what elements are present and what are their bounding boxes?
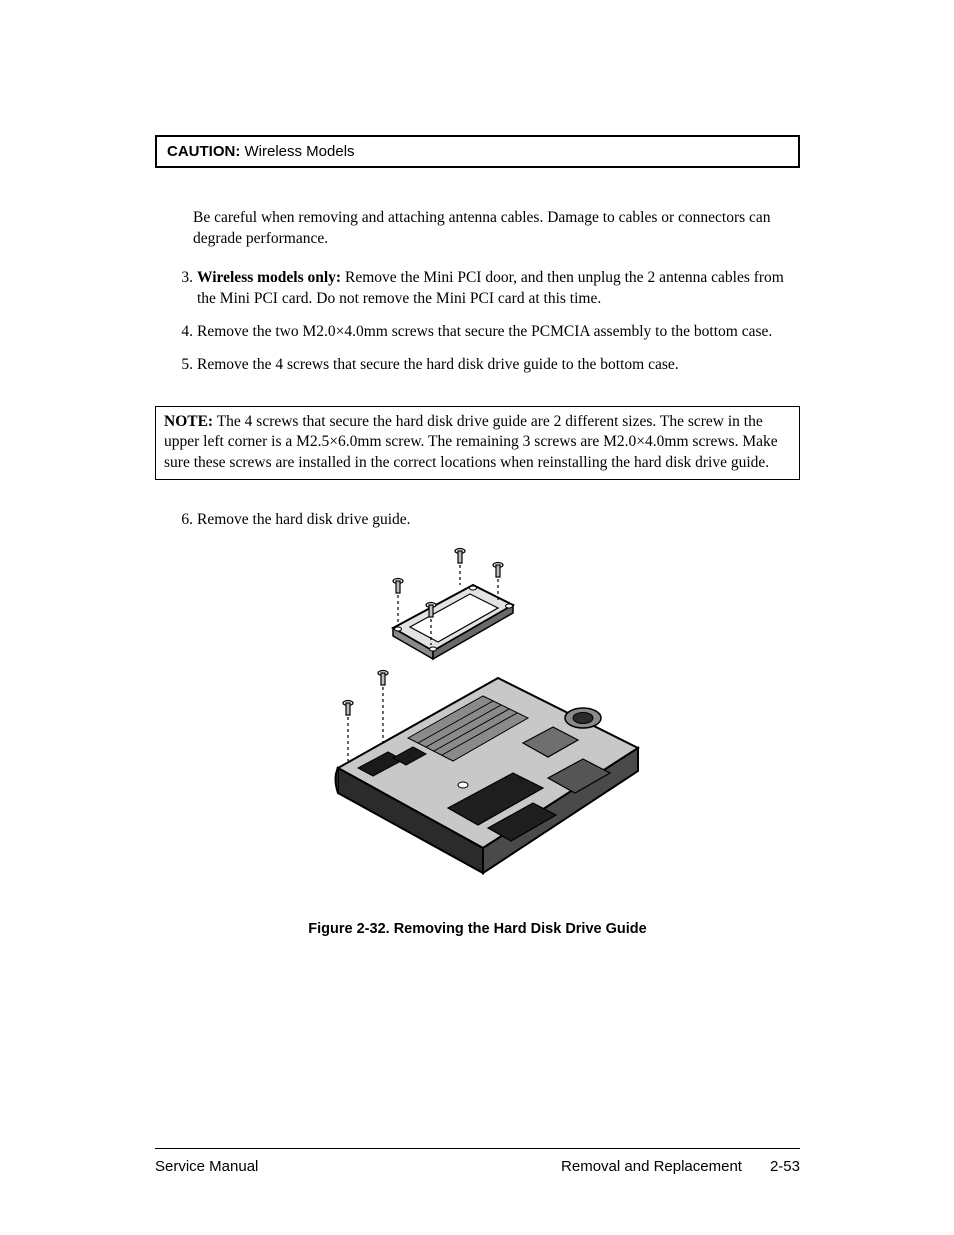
caution-label: CAUTION: [167,143,240,160]
intro-paragraph: Be careful when removing and attaching a… [193,208,800,250]
caution-title: Wireless Models [245,143,355,160]
figure-caption: Figure 2-32. Removing the Hard Disk Driv… [155,921,800,937]
ordered-steps-2: 6. Remove the hard disk drive guide. [175,510,800,531]
diagram-hdd-guide [298,543,658,903]
step5-text: Remove the 4 screws that secure the hard… [197,355,800,376]
note-box: NOTE: The 4 screws that secure the hard … [155,406,800,481]
list-item: 3. Wireless models only: Remove the Mini… [175,268,800,310]
page-footer: Service Manual Removal and Replacement 2… [155,1158,800,1175]
footer-section: Removal and Replacement [561,1158,742,1175]
step-number: 6. [175,510,193,531]
ordered-steps: 3. Wireless models only: Remove the Mini… [175,268,800,376]
step4-text: Remove the two M2.0×4.0mm screws that se… [197,322,800,343]
footer-page-number: 2-53 [770,1158,800,1175]
footer-rule [155,1148,800,1149]
list-item: 6. Remove the hard disk drive guide. [175,510,800,531]
footer-left: Service Manual [155,1158,258,1175]
note-label: NOTE: [164,413,213,430]
step3-bold: Wireless models only: [197,269,341,286]
step-number: 4. [175,322,193,343]
list-item: 5. Remove the 4 screws that secure the h… [175,355,800,376]
figure: Figure 2-32. Removing the Hard Disk Driv… [155,543,800,937]
step-number: 5. [175,355,193,376]
step6-text: Remove the hard disk drive guide. [197,510,800,531]
note-text: The 4 screws that secure the hard disk d… [164,413,778,472]
step-number: 3. [175,268,193,310]
caution-box: CAUTION: Wireless Models [155,135,800,168]
list-item: 4. Remove the two M2.0×4.0mm screws that… [175,322,800,343]
